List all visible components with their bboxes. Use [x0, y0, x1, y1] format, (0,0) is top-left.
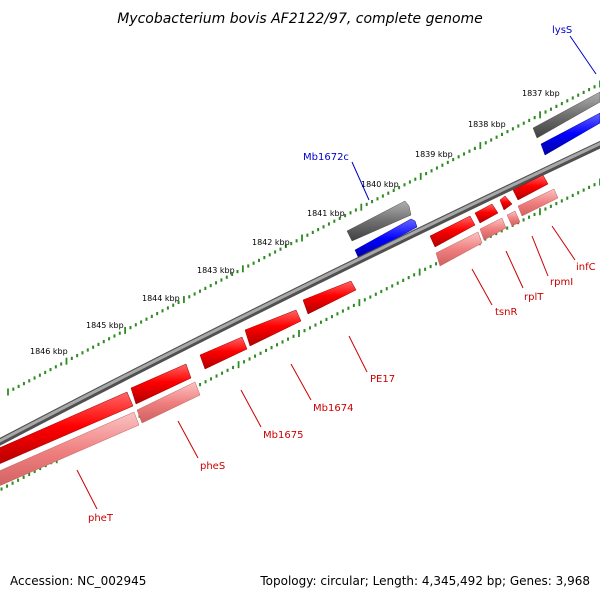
- kbp-label-1844: 1844 kbp: [142, 294, 180, 303]
- leader-pe17: [348, 335, 368, 373]
- gene-label-rplt[interactable]: rplT: [524, 292, 544, 303]
- gene-label-lyss[interactable]: lysS: [552, 25, 572, 36]
- reverse-strand-features: [346, 91, 600, 260]
- gene-label-tsnr[interactable]: tsnR: [495, 307, 517, 318]
- cds-phes[interactable]: [136, 381, 201, 424]
- inner-tick-track: [0, 178, 600, 491]
- leader-mb1672c: [351, 161, 370, 201]
- kbp-label-1841: 1841 kbp: [307, 209, 345, 218]
- leader-rplt: [505, 250, 524, 289]
- kbp-label-1845: 1845 kbp: [86, 321, 124, 330]
- gene-tsnr-arrow[interactable]: [429, 215, 476, 248]
- gene-phet-arrow[interactable]: [0, 391, 134, 468]
- cds-infc[interactable]: [517, 188, 559, 217]
- leader-lyss: [569, 35, 597, 75]
- kbp-label-1838: 1838 kbp: [468, 120, 506, 129]
- genome-backbone-highlight: [0, 142, 600, 443]
- cds-tsnr[interactable]: [435, 231, 483, 267]
- leader-phes: [177, 420, 199, 459]
- gene-label-mb1672c[interactable]: Mb1672c: [303, 152, 349, 163]
- gene-rpmi-arrow[interactable]: [499, 195, 513, 211]
- kbp-label-1842: 1842 kbp: [252, 238, 290, 247]
- gene-label-pe17[interactable]: PE17: [370, 374, 395, 385]
- gene-labels: lysS Mb1672c infC rpmI rplT tsnR PE17 Mb…: [88, 25, 596, 524]
- genome-summary-text: Topology: circular; Length: 4,345,492 bp…: [259, 574, 590, 588]
- gene-label-infc[interactable]: infC: [576, 262, 596, 273]
- gene-label-phes[interactable]: pheS: [200, 461, 225, 472]
- label-leaders: [76, 35, 597, 510]
- kbp-label-1837: 1837 kbp: [522, 89, 560, 98]
- kbp-label-1846: 1846 kbp: [30, 347, 68, 356]
- gene-phes-arrow[interactable]: [130, 363, 192, 405]
- gene-mb1674-arrow[interactable]: [244, 309, 302, 347]
- gene-rplt-arrow[interactable]: [474, 203, 499, 224]
- feature-mb1672c-gray[interactable]: [346, 200, 412, 242]
- gene-label-mb1675[interactable]: Mb1675: [263, 430, 303, 441]
- forward-strand-genes: [0, 174, 549, 468]
- cds-track: [0, 188, 559, 490]
- accession-text: Accession: NC_002945: [10, 574, 146, 588]
- leader-tsnr: [471, 268, 493, 306]
- feature-lyss-gray[interactable]: [532, 91, 600, 139]
- gene-pe17-arrow[interactable]: [302, 280, 357, 315]
- kbp-label-1840: 1840 kbp: [361, 180, 399, 189]
- kbp-label-1843: 1843 kbp: [197, 266, 235, 275]
- gene-mb1675-arrow[interactable]: [199, 336, 248, 370]
- map-title: Mycobacterium bovis AF2122/97, complete …: [117, 11, 483, 27]
- leader-mb1674: [290, 363, 312, 401]
- cds-phet[interactable]: [0, 411, 140, 490]
- outer-tick-track: [7, 80, 600, 396]
- leader-infc: [551, 225, 576, 261]
- leader-mb1675: [240, 389, 262, 428]
- cds-rplt[interactable]: [479, 217, 507, 241]
- gene-label-rpmi[interactable]: rpmI: [550, 277, 573, 288]
- gene-lyss-block[interactable]: [540, 112, 600, 156]
- kbp-labels: 1837 kbp 1838 kbp 1839 kbp 1840 kbp 1841…: [30, 89, 560, 356]
- cds-rpmi[interactable]: [506, 210, 521, 227]
- kbp-label-1839: 1839 kbp: [415, 150, 453, 159]
- gene-label-mb1674[interactable]: Mb1674: [313, 403, 353, 414]
- leader-rpmi: [531, 235, 549, 277]
- gene-infc-arrow[interactable]: [512, 174, 549, 201]
- gene-label-phet[interactable]: pheT: [88, 513, 114, 524]
- leader-phet: [76, 469, 98, 510]
